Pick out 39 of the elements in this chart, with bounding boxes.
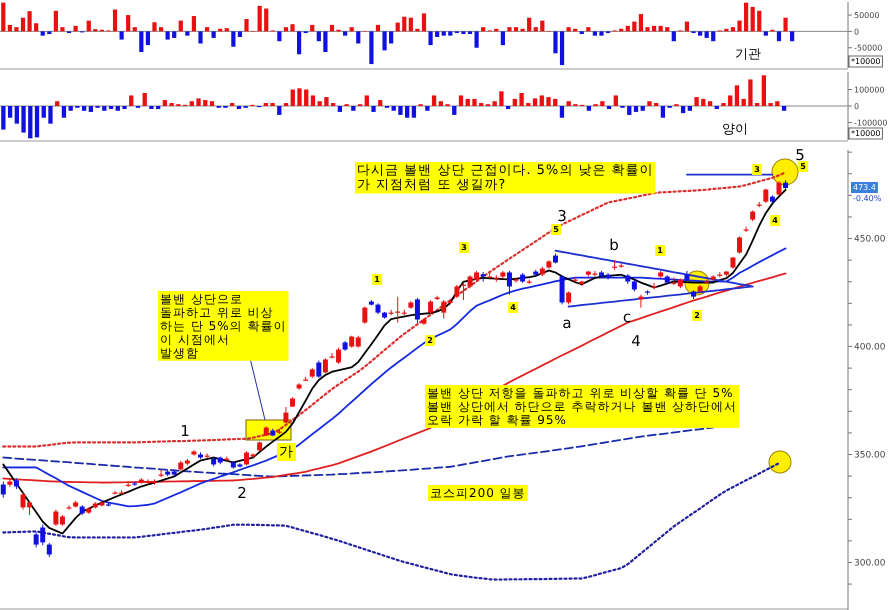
annotation: 4: [631, 332, 641, 350]
annotation: 1: [180, 422, 190, 440]
y-tick-label: 100000: [854, 86, 885, 94]
annotation: 2: [237, 484, 247, 502]
annotation: 볼밴 상단으로 돌파하고 위로 비상 하는 단 5%의 확률이 이 시점에서 발생함: [158, 291, 288, 361]
annotation: 양이: [722, 122, 748, 137]
annotation: 볼밴 상단 저항을 돌파하고 위로 비상할 확률 단 5% 볼밴 상단에서 하단으로 추락하거나 볼밴 상하단에서 오락 가락 할 확률 95%: [425, 385, 740, 428]
annotation: 4: [508, 302, 518, 313]
y-tick-label: 450.00: [854, 234, 886, 245]
y-tick-label: 300.00: [854, 558, 886, 568]
annotation: 1: [655, 245, 666, 256]
y-tick-label: 0: [854, 102, 860, 111]
y-tick-label: 0: [854, 27, 860, 36]
annotation: 1: [372, 274, 382, 285]
y-tick-label: 350.00: [854, 450, 886, 460]
annotation: a: [562, 314, 572, 332]
annotation: 5: [795, 146, 805, 164]
annotation: 가: [277, 443, 296, 461]
y-tick-label: -50000: [854, 44, 882, 53]
annotation: 4: [770, 215, 780, 226]
annotation: 다시금 볼밴 상단 근접이다. 5%의 낮은 확률이 가 지점처럼 또 생길까?: [355, 162, 656, 194]
annotation: 3: [752, 164, 762, 175]
annotation: 3: [459, 242, 469, 253]
annotation: 3: [557, 207, 567, 225]
y-tick-label: -100000: [854, 118, 888, 128]
annotation: *10000: [848, 128, 883, 140]
annotation: 기관: [735, 47, 761, 62]
annotation: c: [622, 308, 632, 326]
y-tick-label: 50000: [854, 11, 880, 20]
annotation: 5: [551, 224, 562, 235]
annotation: 5: [798, 161, 808, 172]
annotation: 2: [692, 310, 702, 321]
annotation: *10000: [848, 56, 883, 68]
y-tick-label: 400.00: [854, 342, 886, 353]
annotation: b: [609, 236, 619, 254]
annotation: 2: [425, 335, 435, 346]
annotation: 코스피200 일봉: [428, 485, 528, 501]
annotation: 473.4: [851, 182, 878, 193]
annotation: -0.40%: [853, 194, 882, 203]
